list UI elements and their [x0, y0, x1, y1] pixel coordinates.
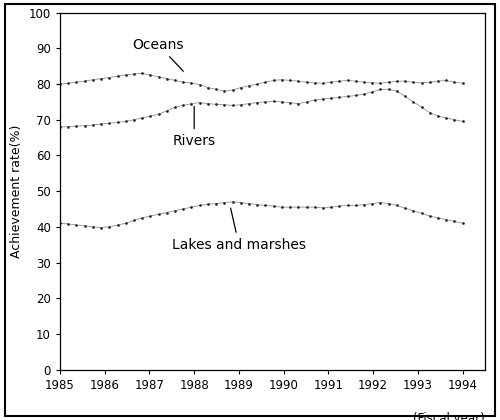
- Text: Oceans: Oceans: [132, 38, 184, 71]
- Text: Lakes and marshes: Lakes and marshes: [172, 208, 306, 252]
- Text: Rivers: Rivers: [172, 106, 216, 148]
- Text: (Fiscal year): (Fiscal year): [413, 412, 485, 420]
- Y-axis label: Achievement rate(%): Achievement rate(%): [10, 124, 23, 258]
